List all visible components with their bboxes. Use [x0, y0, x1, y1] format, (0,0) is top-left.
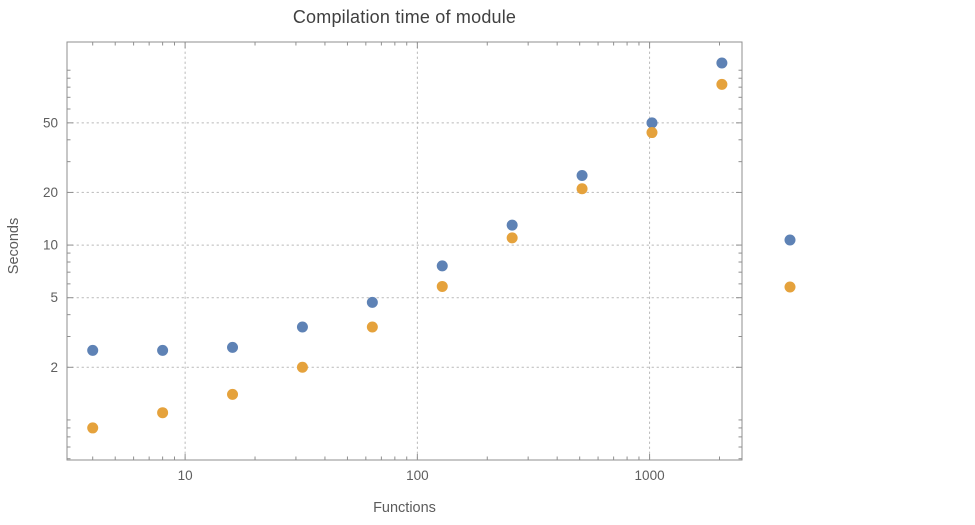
y-tick-label: 20: [43, 185, 58, 200]
y-tick-label: 2: [50, 360, 58, 375]
x-tick-label: 10: [178, 468, 193, 483]
data-point-series-2-orange: [366, 321, 378, 333]
legend-marker-series-1-blue: [784, 234, 796, 246]
data-point-series-2-orange: [296, 361, 308, 373]
data-point-series-1-blue: [87, 344, 99, 356]
data-point-series-2-orange: [576, 183, 588, 195]
data-point-series-2-orange: [87, 422, 99, 434]
data-point-series-2-orange: [157, 407, 169, 419]
chart-title: Compilation time of module: [292, 7, 517, 27]
data-point-series-2-orange: [506, 232, 518, 244]
plot-frame: [66, 41, 743, 461]
data-point-series-1-blue: [227, 341, 239, 353]
x-axis-label: Functions: [373, 500, 436, 516]
y-tick-label: 50: [43, 115, 58, 130]
data-point-series-1-blue: [436, 260, 448, 272]
x-tick-label: 100: [406, 468, 429, 483]
data-point-series-2-orange: [436, 280, 448, 292]
data-point-series-1-blue: [576, 169, 588, 181]
data-point-series-1-blue: [646, 117, 658, 129]
y-tick-label: 10: [43, 238, 58, 253]
y-tick-label: 5: [50, 290, 58, 305]
data-point-series-2-orange: [227, 388, 239, 400]
x-tick-label: 1000: [635, 468, 665, 483]
data-point-series-2-orange: [646, 127, 658, 139]
data-point-series-1-blue: [296, 321, 308, 333]
legend-marker-series-2-orange: [784, 281, 796, 293]
data-point-series-2-orange: [716, 78, 728, 90]
data-point-series-1-blue: [366, 296, 378, 308]
data-point-series-1-blue: [157, 344, 169, 356]
data-point-series-1-blue: [716, 57, 728, 69]
data-point-series-1-blue: [506, 219, 518, 231]
